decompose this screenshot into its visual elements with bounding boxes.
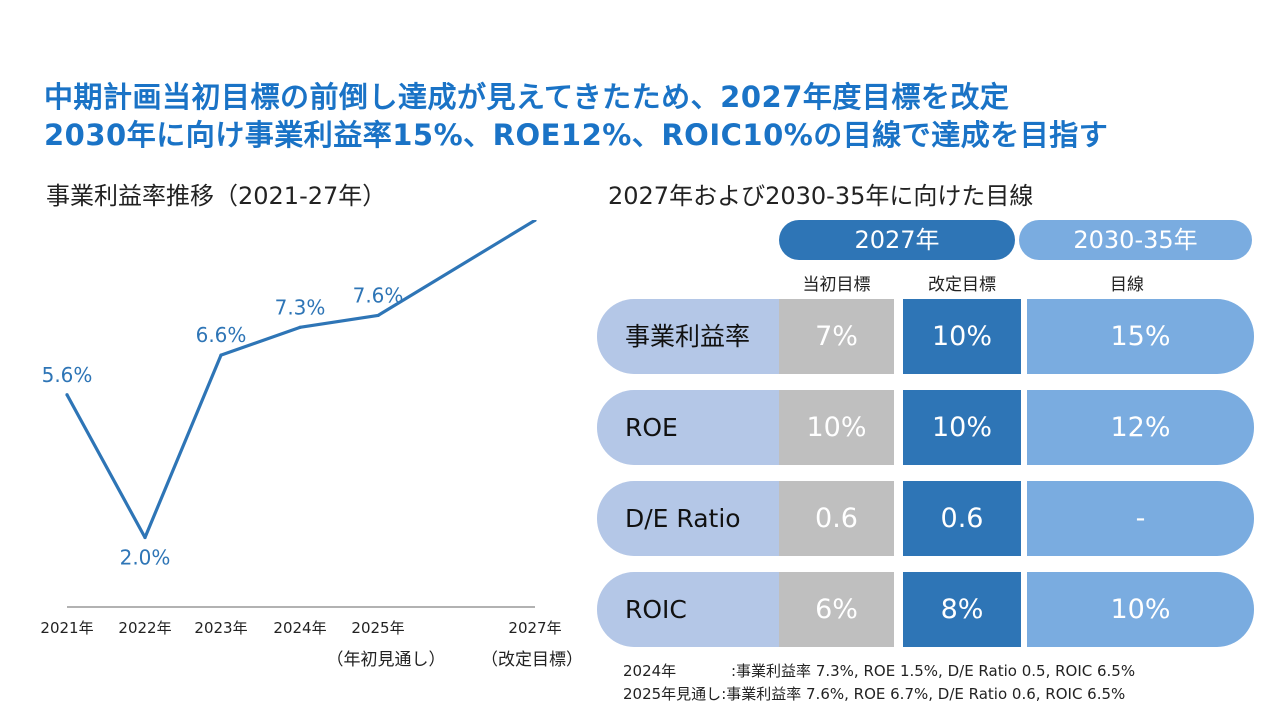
footnote-2024-label: 2024年: [623, 662, 677, 680]
cell-revised-operating-margin: 10%: [903, 299, 1021, 374]
cell-revised-roic: 8%: [903, 572, 1021, 647]
row-label-operating-margin: 事業利益率: [597, 299, 787, 374]
data-point: [533, 220, 537, 222]
cell-initial-de-ratio: 0.6: [779, 481, 894, 556]
footnote-2025-label: 2025年見通し: [623, 685, 722, 703]
cell-target-roe: 12%: [1027, 390, 1254, 465]
data-point: [219, 353, 223, 357]
data-label: 2.0%: [120, 546, 171, 570]
cell-revised-roe: 10%: [903, 390, 1021, 465]
x-tick-label: 2023年: [194, 619, 247, 637]
table-title: 2027年および2030-35年に向けた目線: [608, 182, 1034, 210]
row-label-roic: ROIC: [597, 572, 787, 647]
line-chart: 5.6%2.0%6.6%7.3%7.6%10.0%2021年2022年2023年…: [40, 220, 583, 670]
data-label: 7.3%: [275, 295, 326, 319]
headline-line-1: 中期計画当初目標の前倒し達成が見えてきたため、2027年度目標を改定: [44, 80, 1010, 114]
row-label-de-ratio: D/E Ratio: [597, 481, 787, 556]
x-tick-label: 2022年: [118, 619, 171, 637]
cell-initial-roe: 10%: [779, 390, 894, 465]
cell-target-operating-margin: 15%: [1027, 299, 1254, 374]
headline: 中期計画当初目標の前倒し達成が見えてきたため、2027年度目標を改定 2030年…: [44, 78, 1244, 154]
col-header-initial: 当初目標: [802, 275, 871, 295]
col-header-revised: 改定目標: [928, 275, 996, 295]
x-tick-label: 2024年: [273, 619, 326, 637]
data-label: 7.6%: [353, 283, 404, 307]
cell-revised-de-ratio: 0.6: [903, 481, 1021, 556]
footnote-2024: 2024年 :事業利益率 7.3%, ROE 1.5%, D/E Ratio 0.…: [623, 660, 1135, 681]
x-tick-label: 2025年: [351, 619, 404, 637]
footnote-2025-text: :事業利益率 7.6%, ROE 6.7%, D/E Ratio 0.6, RO…: [721, 685, 1126, 703]
row-label-roe: ROE: [597, 390, 787, 465]
group-header-2030-35: 2030-35年: [1019, 220, 1252, 260]
data-point: [65, 393, 69, 397]
col-header-target: 目線: [1110, 275, 1144, 295]
data-label: 5.6%: [42, 363, 93, 387]
chart-title: 事業利益率推移（2021-27年）: [46, 182, 387, 210]
headline-line-2: 2030年に向け事業利益率15%、ROE12%、ROIC10%の目線で達成を目指…: [44, 118, 1109, 152]
cell-initial-operating-margin: 7%: [779, 299, 894, 374]
x-tick-label: 2021年: [40, 619, 93, 637]
footnote-2025: 2025年見通し:事業利益率 7.6%, ROE 6.7%, D/E Ratio…: [623, 683, 1125, 704]
x-tick-label: 2027年: [508, 619, 561, 637]
cell-target-roic: 10%: [1027, 572, 1254, 647]
data-point: [376, 313, 380, 318]
group-header-2027: 2027年: [779, 220, 1015, 260]
x-sub-label: （年初見通し）: [327, 650, 446, 670]
footnote-2024-text: :事業利益率 7.3%, ROE 1.5%, D/E Ratio 0.5, RO…: [731, 662, 1136, 680]
cell-target-de-ratio: -: [1027, 481, 1254, 556]
cell-initial-roic: 6%: [779, 572, 894, 647]
data-label: 6.6%: [196, 323, 247, 347]
data-point: [298, 325, 302, 329]
series-line: [65, 220, 536, 540]
data-point: [143, 535, 147, 540]
x-sub-label: （改定目標）: [481, 650, 583, 670]
